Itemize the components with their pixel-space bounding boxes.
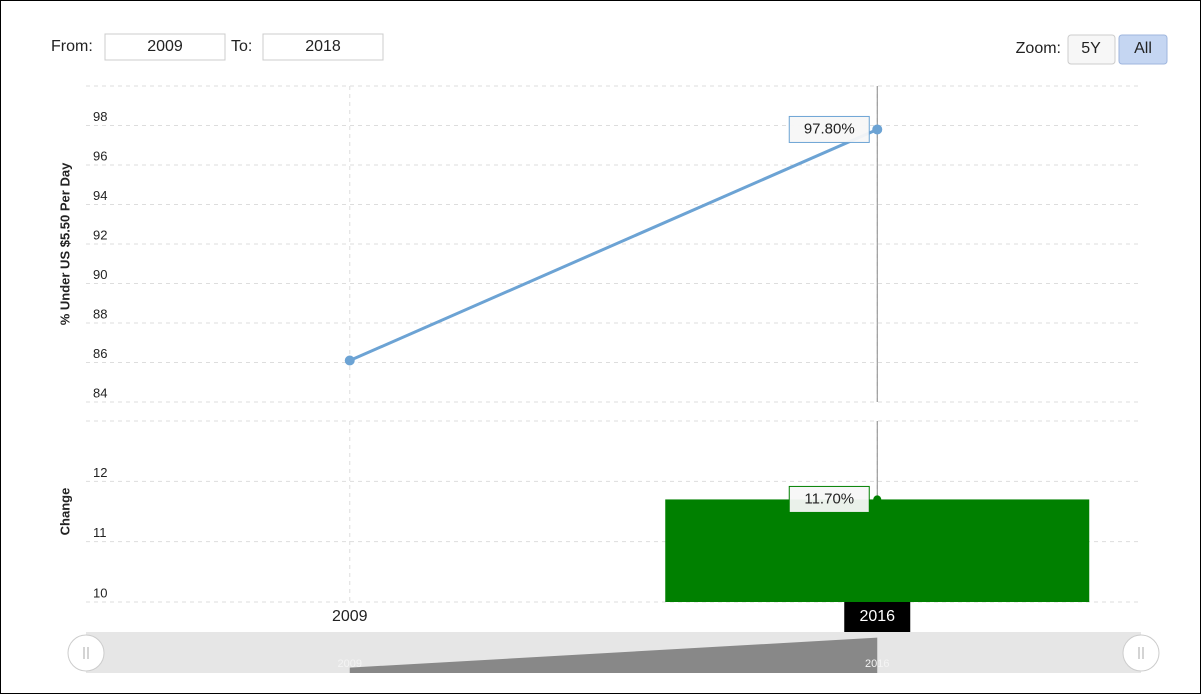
navigator-label: 2009 <box>338 658 362 670</box>
x-tick-highlight <box>844 602 911 632</box>
y-tick-label: 86 <box>93 346 107 361</box>
point <box>872 124 883 135</box>
y-tick-label: 84 <box>93 385 107 400</box>
x-tick-label: 2016 <box>859 608 895 625</box>
to-label: To: <box>231 38 252 55</box>
zoom-label: Zoom: <box>1016 40 1061 57</box>
y-tick-label: 98 <box>93 109 107 124</box>
from-label: From: <box>51 38 93 55</box>
y-tick-label: 92 <box>93 227 107 242</box>
y-axis-label: % Under US $5.50 Per Day <box>57 162 72 325</box>
navigator-label: 2016 <box>865 658 889 670</box>
from-value[interactable]: 2009 <box>147 38 183 55</box>
y-axis-label: Change <box>57 488 72 536</box>
zoom-all-text[interactable]: All <box>1134 40 1152 57</box>
zoom-5y-button[interactable] <box>1067 34 1116 65</box>
point <box>873 495 882 504</box>
zoom-all-button[interactable] <box>1118 34 1168 65</box>
point <box>344 355 355 366</box>
zoom-5y-text[interactable]: 5Y <box>1081 40 1101 57</box>
x-tick-label: 2009 <box>332 608 368 625</box>
y-tick-label: 10 <box>93 585 107 600</box>
tooltip-box <box>788 485 870 513</box>
to-input[interactable] <box>262 33 384 61</box>
y-tick-label: 11 <box>93 525 107 540</box>
bar <box>665 499 1090 602</box>
y-tick-label: 90 <box>93 267 107 282</box>
y-tick-label: 12 <box>93 465 107 480</box>
navigator-area <box>349 637 878 673</box>
line <box>349 128 878 362</box>
from-input[interactable] <box>104 33 226 61</box>
tooltip-text: 11.70% <box>804 490 854 507</box>
to-value[interactable]: 2018 <box>305 38 341 55</box>
y-tick-label: 96 <box>93 148 107 163</box>
y-tick-label: 94 <box>93 188 107 203</box>
navigator-handle[interactable] <box>67 634 105 672</box>
navigator-handle[interactable] <box>1122 634 1160 672</box>
tooltip-box <box>788 115 870 143</box>
tooltip-text: 97.80% <box>804 120 855 137</box>
y-tick-label: 88 <box>93 306 107 321</box>
